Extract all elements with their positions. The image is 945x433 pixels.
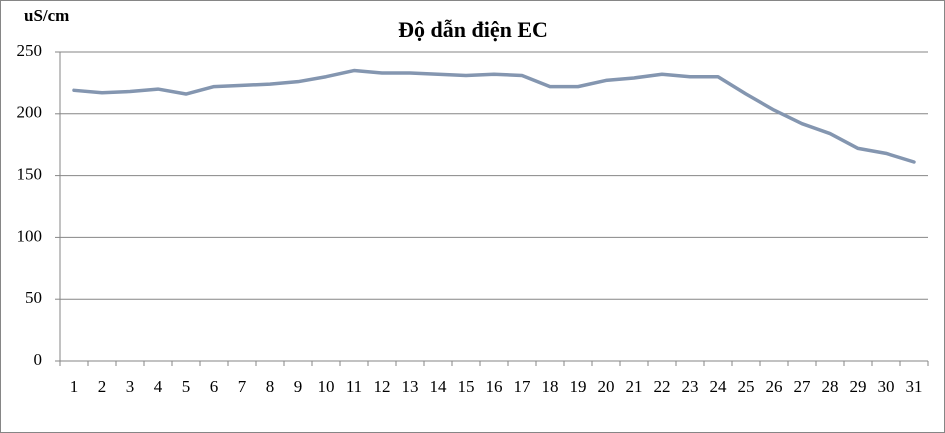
x-tick-label: 7 [238, 377, 247, 396]
data-line [72, 68, 916, 164]
x-tick-label: 4 [154, 377, 163, 396]
x-tick-label: 18 [542, 377, 559, 396]
y-tick-label: 150 [17, 165, 43, 184]
y-tick-label: 250 [17, 41, 43, 60]
x-tick-label: 2 [98, 377, 107, 396]
x-tick-label: 14 [430, 377, 448, 396]
x-tick-label: 25 [738, 377, 755, 396]
x-tick-label: 23 [682, 377, 699, 396]
x-tick-label: 29 [850, 377, 867, 396]
x-tick-label: 5 [182, 377, 191, 396]
x-tick-label: 30 [878, 377, 895, 396]
x-tick-label: 1 [70, 377, 79, 396]
x-tick-label: 28 [822, 377, 839, 396]
x-tick-label: 20 [598, 377, 615, 396]
y-tick-label: 200 [17, 103, 43, 122]
x-tick-label: 22 [654, 377, 671, 396]
x-tick-label: 8 [266, 377, 275, 396]
y-tick-label: 100 [17, 226, 43, 245]
x-tick-label: 31 [906, 377, 923, 396]
x-tick-label: 10 [318, 377, 335, 396]
x-tick-label: 11 [346, 377, 362, 396]
x-tick-label: 17 [514, 377, 532, 396]
x-tick-label: 24 [710, 377, 728, 396]
x-tick-label: 26 [766, 377, 783, 396]
x-tick-label: 27 [794, 377, 812, 396]
chart-title: Độ dẫn điện EC [398, 17, 548, 42]
x-tick-label: 19 [570, 377, 587, 396]
y-tick-label: 50 [25, 288, 42, 307]
x-tick-label: 21 [626, 377, 643, 396]
x-tick-label: 9 [294, 377, 303, 396]
y-tick-label: 0 [34, 350, 43, 369]
y-axis-label: uS/cm [24, 6, 69, 25]
x-tick-label: 3 [126, 377, 135, 396]
x-tick-label: 13 [402, 377, 419, 396]
x-tick-label: 16 [486, 377, 503, 396]
x-tick-label: 12 [374, 377, 391, 396]
x-tick-label: 15 [458, 377, 475, 396]
x-tick-label: 6 [210, 377, 219, 396]
